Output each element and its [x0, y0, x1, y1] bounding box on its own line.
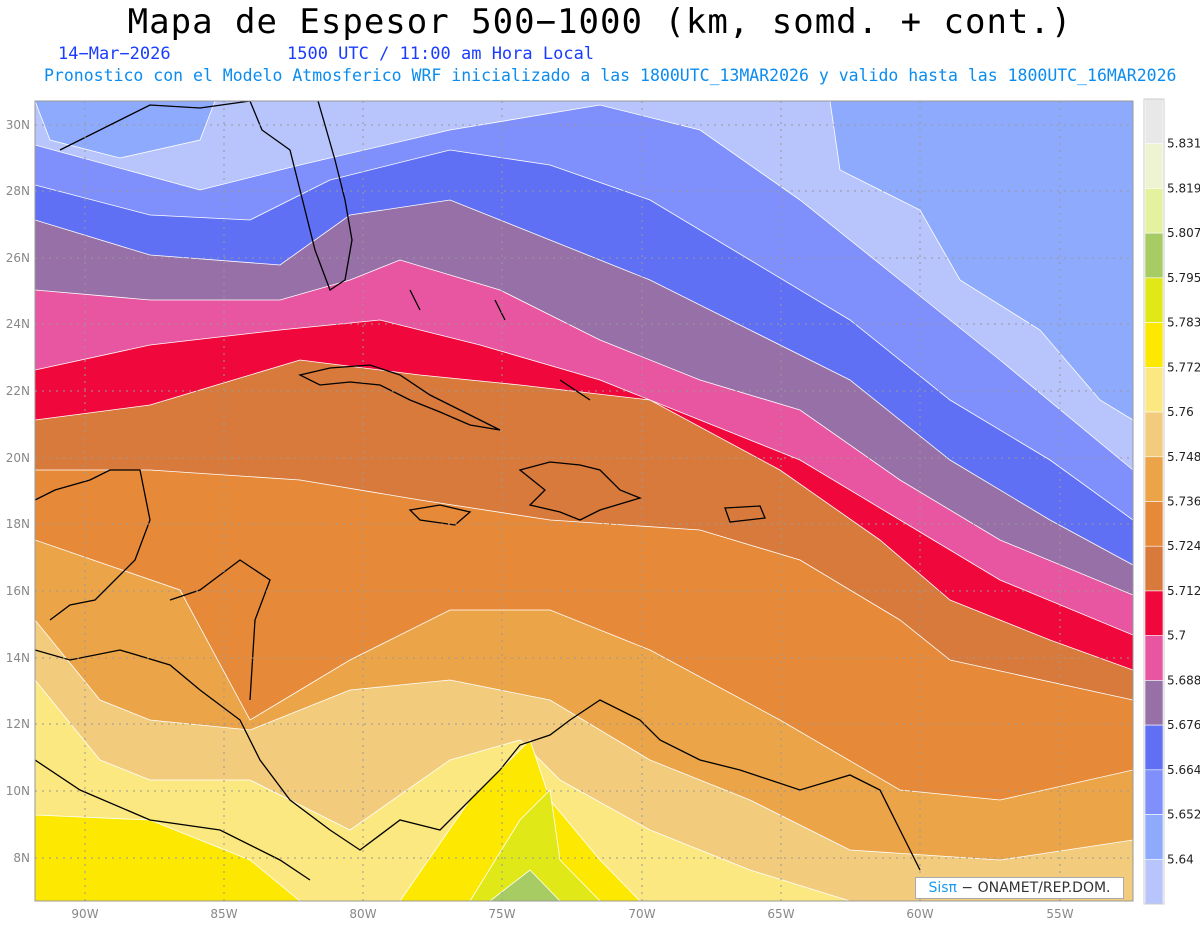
- forecast-time: 1500 UTC / 11:00 am Hora Local: [287, 44, 595, 64]
- colorbar-label: 5.783: [1167, 316, 1200, 330]
- colorbar-label: 5.712: [1167, 584, 1200, 598]
- colorbar-swatch: [1144, 501, 1164, 547]
- colorbar-swatch: [1144, 858, 1164, 905]
- colorbar-frame: [1143, 98, 1165, 905]
- latitude-label: 12N: [6, 717, 30, 731]
- contour-bands: [35, 101, 1133, 901]
- colorbar-swatch: [1144, 724, 1164, 771]
- colorbar-swatch: [1144, 456, 1164, 502]
- colorbar: 5.831 5.819 5.807 5.795 5.783 5.772 5.76 5.748 5…: [1143, 98, 1200, 905]
- contour-band: [35, 679, 1133, 901]
- colorbar-label: 5.831: [1167, 137, 1200, 151]
- latitude-label: 14N: [6, 651, 30, 665]
- forecast-date: 14−Mar−2026: [58, 44, 171, 64]
- latitude-label: 26N: [6, 251, 30, 265]
- colorbar-swatch: [1144, 590, 1164, 636]
- latitude-label: 10N: [6, 784, 30, 798]
- latitude-label: 30N: [6, 118, 30, 132]
- colorbar-swatch: [1144, 769, 1164, 815]
- latitude-label: 16N: [6, 584, 30, 598]
- colorbar-label: 5.76: [1167, 405, 1194, 419]
- brand-logo: Sisπ: [928, 880, 957, 896]
- colorbar-label: 5.807: [1167, 226, 1200, 240]
- longitude-label: 65W: [767, 907, 794, 921]
- map-title: Mapa de Espesor 500−1000 (km, somd. + co…: [127, 2, 1073, 42]
- coastlines: [35, 101, 921, 881]
- colorbar-label: 5.688: [1167, 673, 1200, 687]
- longitude-label: 75W: [488, 907, 515, 921]
- credit-text: − ONAMET/REP.DOM.: [956, 880, 1111, 896]
- colorbar-swatch: [1144, 680, 1164, 726]
- colorbar-swatch: [1144, 411, 1164, 458]
- latitude-label: 20N: [6, 451, 30, 465]
- longitude-label: 60W: [906, 907, 933, 921]
- latitude-label: 8N: [13, 851, 30, 865]
- contour-band: [35, 101, 1133, 421]
- latitude-label: 18N: [6, 517, 30, 531]
- colorbar-swatch: [1144, 814, 1164, 860]
- colorbar-label: 5.724: [1167, 539, 1200, 553]
- credit-box: Sisπ − ONAMET/REP.DOM.: [915, 877, 1124, 899]
- colorbar-label: 5.64: [1167, 852, 1194, 866]
- longitude-label: 85W: [210, 907, 237, 921]
- colorbar-label: 5.7: [1167, 629, 1186, 643]
- contour-band: [469, 789, 601, 901]
- colorbar-label: 5.736: [1167, 495, 1200, 509]
- colorbar-label: 5.772: [1167, 360, 1200, 374]
- colorbar-swatch: [1144, 367, 1164, 413]
- longitude-label: 70W: [628, 907, 655, 921]
- colorbar-swatch: [1144, 232, 1164, 279]
- graticule: [35, 101, 1133, 901]
- colorbar-label: 5.819: [1167, 181, 1200, 195]
- colorbar-swatch: [1144, 277, 1164, 323]
- longitude-label: 55W: [1046, 907, 1073, 921]
- colorbar-swatch: [1144, 98, 1164, 145]
- colorbar-swatch: [1144, 545, 1164, 592]
- colorbar-swatch: [1144, 143, 1164, 189]
- colorbar-label: 5.664: [1167, 763, 1200, 777]
- colorbar-swatch: [1144, 188, 1164, 234]
- longitude-label: 80W: [349, 907, 376, 921]
- contour-band: [489, 869, 561, 901]
- latitude-label: 22N: [6, 384, 30, 398]
- colorbar-label: 5.795: [1167, 271, 1200, 285]
- colorbar-label: 5.676: [1167, 718, 1200, 732]
- map-frame: [34, 100, 1134, 902]
- latitude-label: 28N: [6, 184, 30, 198]
- longitude-label: 90W: [71, 907, 98, 921]
- model-init-info: Pronostico con el Modelo Atmosferico WRF…: [44, 66, 1177, 85]
- colorbar-swatch: [1144, 322, 1164, 368]
- latitude-label: 24N: [6, 317, 30, 331]
- colorbar-label: 5.748: [1167, 450, 1200, 464]
- colorbar-swatch: [1144, 635, 1164, 681]
- colorbar-label: 5.652: [1167, 808, 1200, 822]
